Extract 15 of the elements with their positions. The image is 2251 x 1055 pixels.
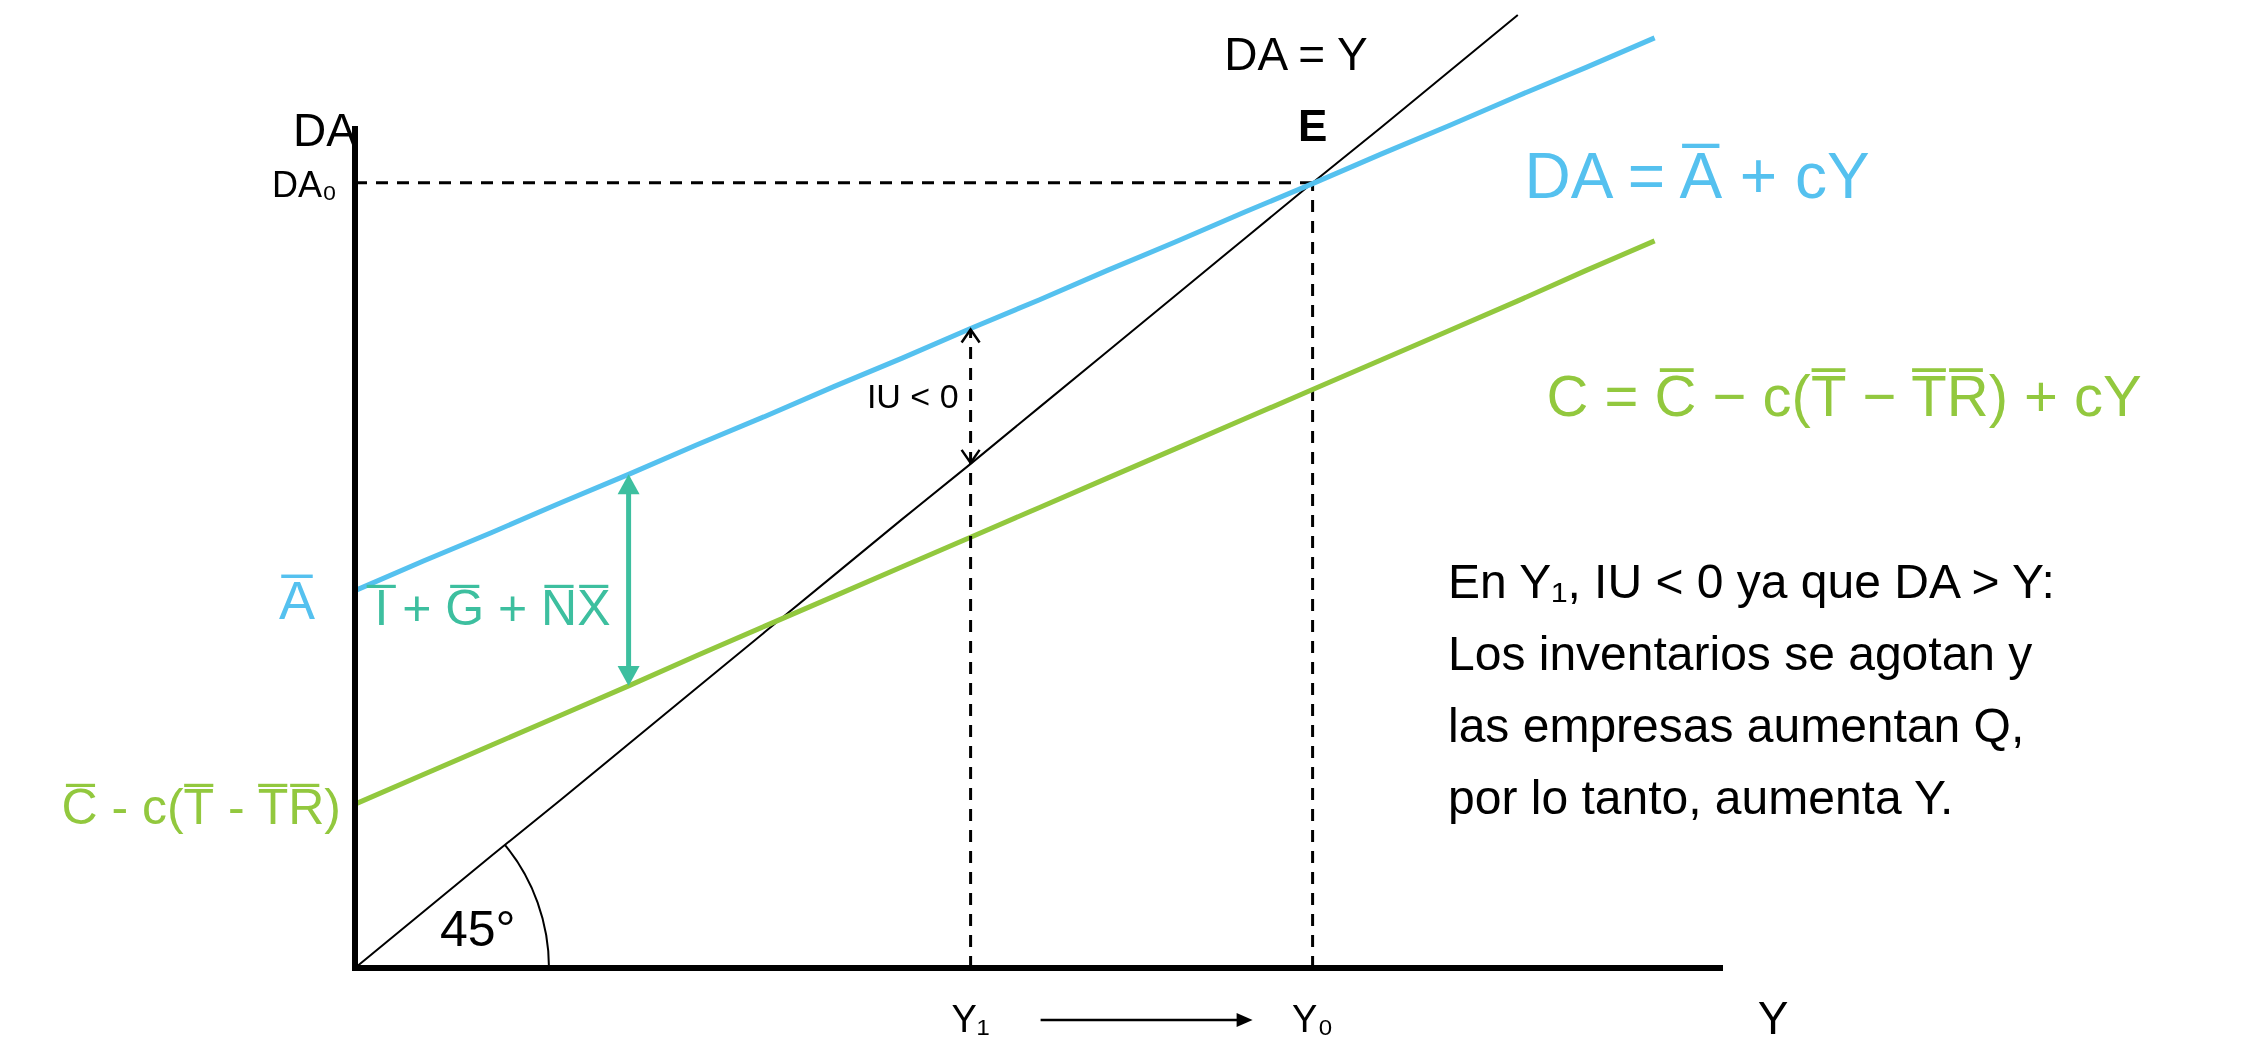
- annotation: En Y₁, IU < 0 ya que DA > Y: Los inventarios se agotan y las empresas aumentan Q, por lo tanto, aumenta Y.: [1448, 555, 2055, 824]
- ref-line-label: DA₀: [272, 163, 337, 205]
- annotation: E: [1297, 100, 1328, 150]
- annotation: I̅ + G̅ + N̅X̅: [366, 580, 611, 637]
- x-tick-label: Y₀: [1292, 998, 1334, 1040]
- series-label: DA = A̅ + cY: [1524, 139, 1870, 212]
- annotation: 45°: [440, 901, 516, 957]
- annotation: IU < 0: [866, 377, 959, 416]
- x-tick-label: Y₁: [951, 998, 990, 1040]
- series-label: DA = Y: [1224, 28, 1368, 80]
- y-axis-title: DA: [293, 104, 358, 156]
- series-label: C = C̅ − c(T̅ − T̅R̅) + cY: [1546, 362, 2142, 428]
- text: A̅: [278, 569, 315, 630]
- x-axis-title: Y: [1757, 992, 1789, 1044]
- text: C̅ - c(T̅ - T̅R̅): [61, 779, 341, 836]
